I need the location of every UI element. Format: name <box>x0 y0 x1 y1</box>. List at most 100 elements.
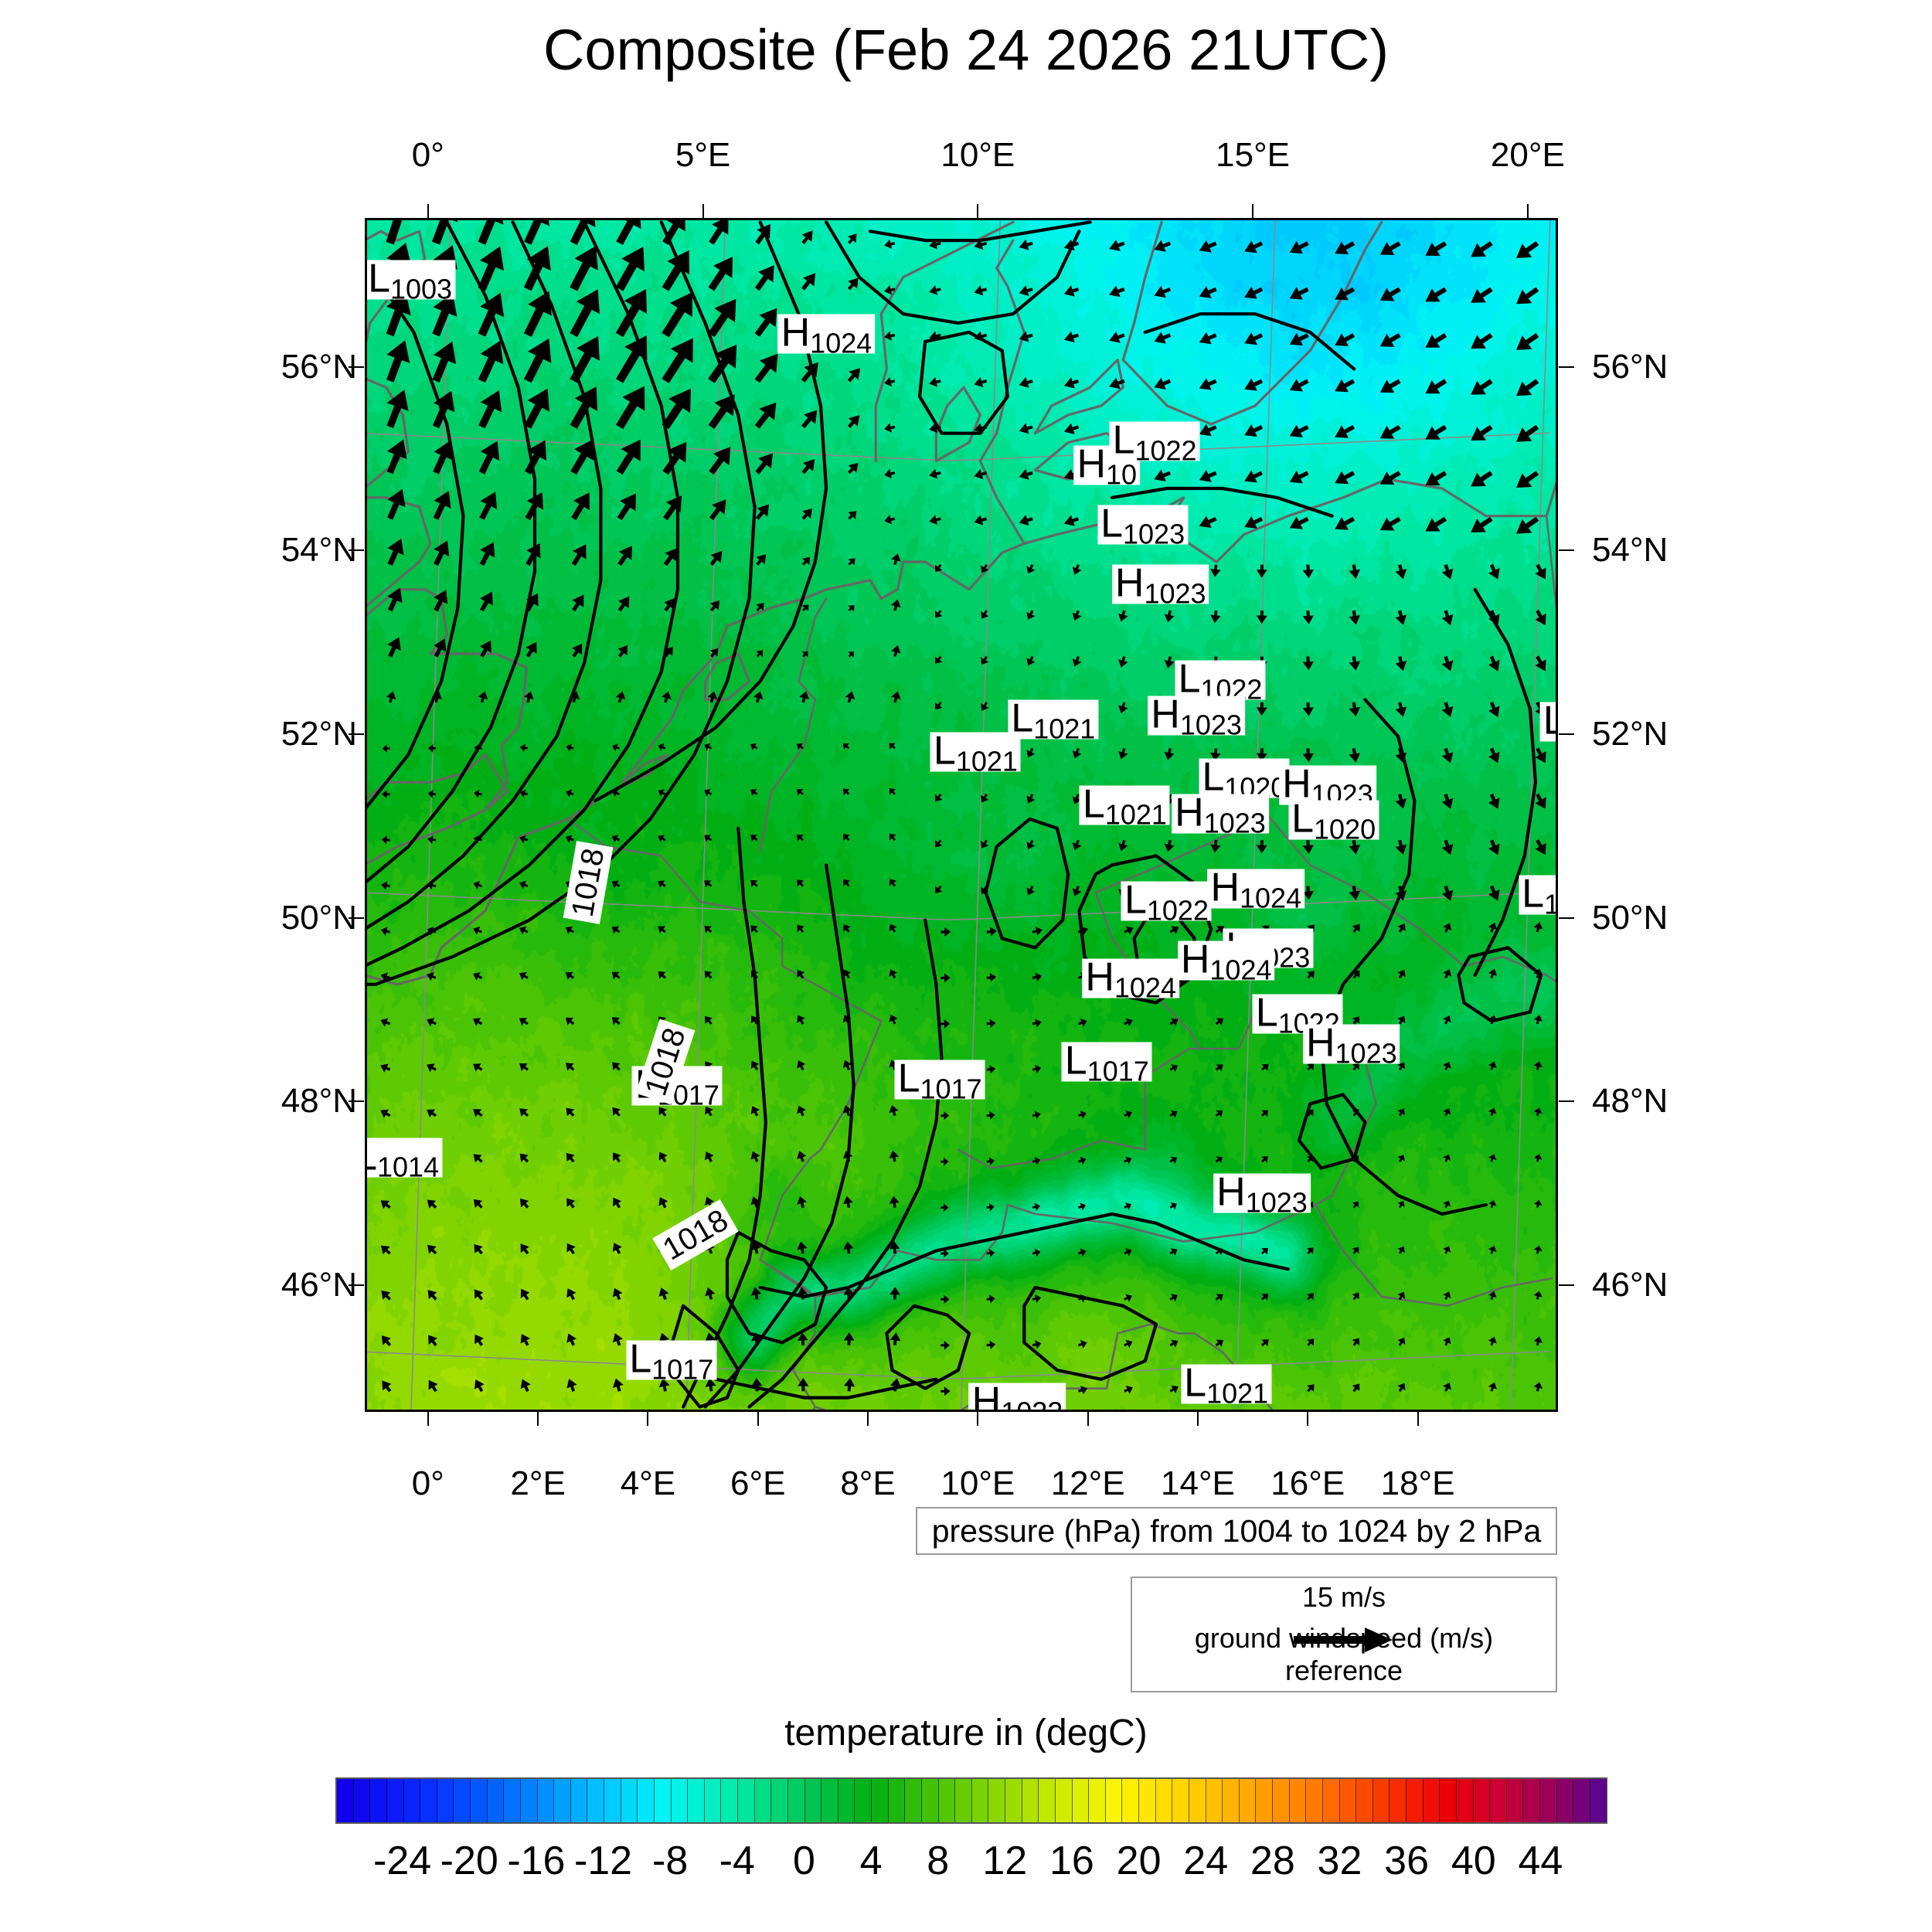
colorbar-cell <box>804 1779 822 1822</box>
wind-arrow <box>1019 377 1033 388</box>
colorbar-cell <box>1440 1779 1457 1822</box>
wind-arrow <box>1425 287 1447 302</box>
wind-arrow <box>1443 1246 1451 1254</box>
weather-map[interactable]: L1003 H1024 H10 L1022 L1023 H1023 L1022 H1023 L1… <box>365 218 1558 1412</box>
wind-arrow <box>1210 840 1221 853</box>
wind-arrow <box>1118 747 1128 760</box>
pressure-marker-value: 1023 <box>1335 1037 1397 1070</box>
colorbar-cell <box>1322 1779 1340 1822</box>
colorbar[interactable] <box>335 1777 1607 1824</box>
wind-arrow <box>380 1200 391 1209</box>
wind-arrow <box>662 388 691 430</box>
wind-arrow <box>1078 1111 1087 1119</box>
wind-arrow <box>1395 794 1407 809</box>
wind-arrow <box>1425 471 1447 486</box>
wind-arrow <box>611 880 621 889</box>
wind-arrow <box>1289 240 1309 254</box>
wind-arrow <box>935 702 943 710</box>
wind-arrow <box>473 835 482 844</box>
wind-arrow <box>565 1017 575 1026</box>
wind-arrow <box>1072 794 1082 804</box>
pressure-marker-type: L <box>897 1056 920 1101</box>
wind-arrow <box>1395 747 1407 764</box>
colorbar-tick-3: -12 <box>573 1838 633 1883</box>
wind-arrow <box>615 335 648 383</box>
high-pressure-marker: H1024 <box>777 312 876 357</box>
wind-arrow <box>616 220 641 245</box>
wind-arrow <box>658 971 667 979</box>
low-pressure-marker: L1021 <box>930 730 1021 775</box>
wind-arrow <box>1244 470 1264 483</box>
wind-arrow <box>1109 240 1125 251</box>
wind-arrow <box>848 233 857 244</box>
lat-tick-mark-right-4 <box>1559 1100 1574 1103</box>
colorbar-cell <box>370 1779 387 1822</box>
pressure-marker-value: 1017 <box>920 1073 982 1105</box>
wind-arrow <box>1488 563 1500 580</box>
wind-arrow <box>798 1378 809 1392</box>
wind-arrow <box>616 439 641 475</box>
wind-arrow <box>1488 1382 1497 1392</box>
wind-arrow <box>1169 1110 1178 1118</box>
wind-arrow <box>705 1151 714 1162</box>
wind-arrow <box>986 1019 996 1029</box>
wind-arrow <box>889 1287 900 1300</box>
wind-arrow <box>1063 469 1080 481</box>
wind-arrow <box>387 637 401 658</box>
wind-arrow <box>986 927 997 937</box>
wind-arrow <box>520 1288 530 1301</box>
wind-arrow <box>380 1063 391 1073</box>
wind-arrow <box>1261 1247 1268 1255</box>
wind-arrow <box>1349 564 1361 580</box>
map-line <box>367 1350 1550 1380</box>
wind-arrow <box>1199 332 1217 345</box>
wind-arrow <box>1516 332 1539 350</box>
lon-tick-bottom-9: 18°E <box>1380 1464 1455 1502</box>
colorbar-tick-5: -4 <box>719 1838 755 1883</box>
wind-arrow <box>1078 1294 1087 1303</box>
wind-arrow <box>474 743 482 753</box>
wind-arrow <box>1244 240 1264 253</box>
wind-arrow <box>616 386 645 430</box>
pressure-marker-type: H <box>1175 790 1204 835</box>
wind-arrow <box>974 468 988 480</box>
wind-arrow <box>1199 423 1217 437</box>
lon-tick-mark-bottom-5 <box>977 1412 979 1426</box>
wind-arrow <box>843 834 850 842</box>
wind-arrow <box>1516 424 1539 442</box>
colorbar-tick-14: 32 <box>1317 1838 1362 1883</box>
low-pressure-marker: L1017 <box>626 1339 717 1383</box>
wind-arrow <box>1118 610 1128 622</box>
low-pressure-marker: L1021 <box>1181 1363 1272 1407</box>
wind-arrow <box>1169 1202 1177 1210</box>
wind-arrow <box>427 1018 437 1027</box>
map-line <box>984 817 1070 950</box>
wind-arrow <box>1443 969 1451 979</box>
map-line <box>367 378 410 488</box>
wind-arrow <box>1397 1383 1406 1393</box>
wind-arrow <box>1154 469 1172 481</box>
wind-arrow <box>1124 1294 1132 1302</box>
pressure-marker-value: 1023 <box>1179 709 1242 741</box>
colorbar-cell <box>1339 1779 1357 1822</box>
wind-arrow <box>755 223 770 245</box>
wind-arrow <box>884 331 896 341</box>
wind-arrow <box>570 439 594 475</box>
wind-arrow <box>1078 1340 1087 1349</box>
wind-arrow <box>750 970 759 979</box>
wind-arrow <box>519 789 529 798</box>
pressure-marker-type: L <box>629 1336 652 1382</box>
wind-arrow <box>1425 333 1447 348</box>
wind-arrow <box>797 1241 808 1254</box>
wind-arrow <box>940 927 951 937</box>
wind-arrow <box>612 1333 623 1346</box>
wind-arrow <box>756 602 764 612</box>
wind-arrow <box>662 220 685 245</box>
wind-arrow <box>801 651 808 658</box>
wind-arrow <box>1078 1202 1086 1211</box>
wind-arrow <box>754 265 774 291</box>
lat-tick-mark-left-2 <box>349 733 364 735</box>
lat-tick-mark-left-0 <box>349 366 364 368</box>
wind-arrow <box>1302 748 1314 763</box>
wind-arrow <box>1063 331 1080 343</box>
